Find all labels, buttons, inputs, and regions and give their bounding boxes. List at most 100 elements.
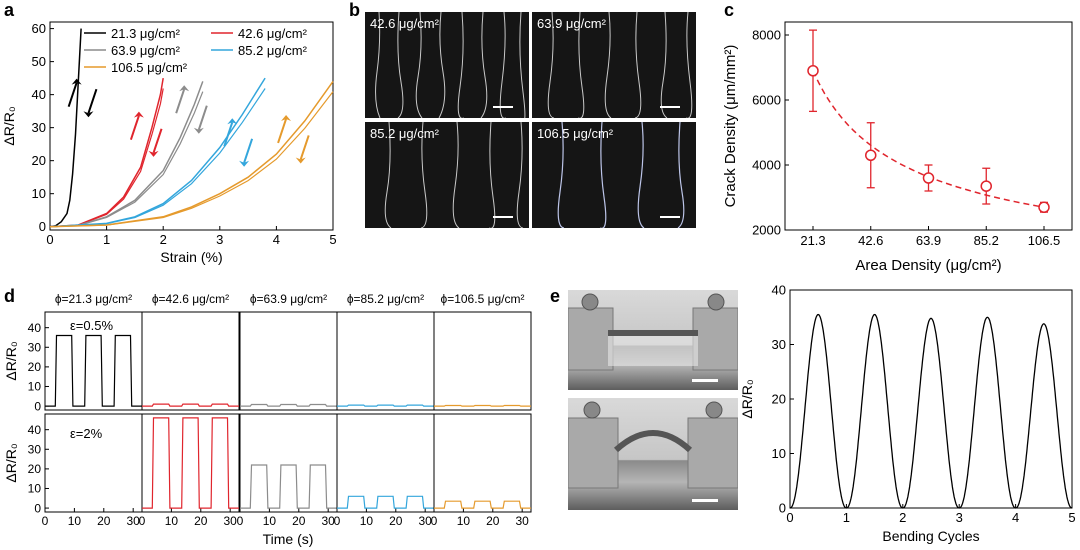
y-tick-label: 40 [28, 321, 42, 335]
direction-arrow-icon [243, 138, 254, 164]
data-point [980, 180, 992, 192]
y-tick-label: 10 [28, 482, 42, 496]
micrograph-85: 85.2 μg/cm² [365, 122, 529, 228]
panel-c-axes [784, 21, 1073, 231]
panel-d-axes [239, 413, 338, 513]
y-tick-label: 0 [779, 501, 786, 516]
x-tick-label: 10 [360, 514, 374, 528]
scale-bar [493, 106, 513, 108]
y-tick-label: 40 [28, 423, 42, 437]
series-line-0 [49, 28, 82, 228]
direction-arrow-icon [129, 115, 140, 140]
crack-lines-64 [547, 12, 693, 118]
arrow-head-icon [71, 78, 82, 85]
panel-d-column-title: ϕ=85.2 μg/cm² [347, 292, 424, 306]
panel-d-axes [433, 413, 532, 513]
x-tick-label: 10 [165, 514, 179, 528]
response-trace [434, 500, 531, 509]
data-point [807, 65, 819, 77]
response-trace [240, 464, 337, 509]
scale-bar [493, 216, 513, 218]
y-tick-label: 10 [772, 446, 786, 461]
panel-c-xlabel: Area Density (μg/cm²) [855, 257, 1001, 274]
y-tick-label: 30 [772, 337, 786, 352]
y-tick-label: 50 [32, 54, 46, 69]
panel-d-ylabel: ΔR/R₀ [3, 341, 19, 380]
response-trace [142, 403, 239, 407]
x-tick-label: 20 [486, 514, 500, 528]
panel-d-axes [141, 311, 240, 411]
x-tick-label: 42.6 [858, 233, 883, 248]
y-tick-label: 30 [32, 120, 46, 135]
x-tick-label: 30 [127, 514, 141, 528]
x-tick-label: 2 [899, 510, 906, 525]
x-tick-label: 85.2 [974, 233, 999, 248]
micrograph-label-106: 106.5 μg/cm² [537, 126, 614, 141]
y-tick-label: 40 [32, 87, 46, 102]
response-trace [142, 417, 239, 509]
x-tick-label: 30 [419, 514, 433, 528]
x-tick-label: 1 [103, 232, 110, 247]
crack-lines-85 [384, 122, 524, 228]
x-tick-label: 4 [1012, 510, 1019, 525]
x-tick-label: 5 [329, 232, 336, 247]
response-trace [434, 404, 531, 407]
response-trace [337, 495, 434, 509]
panel-d-axes [336, 311, 435, 411]
y-tick-label: 30 [28, 442, 42, 456]
x-tick-label: 20 [389, 514, 403, 528]
panel-e-plot: 0 1 2 3 4 5 0 10 20 30 40 Bending Cycles ΔR/R₀ [739, 283, 1076, 544]
y-tick-label: 20 [28, 360, 42, 374]
x-tick-label: 30 [516, 514, 530, 528]
scale-bar [660, 216, 680, 218]
strain-label-high: ε=2% [70, 426, 103, 441]
direction-arrow-icon [175, 88, 186, 114]
direction-arrow-icon [223, 121, 234, 147]
strain-label-low: ε=0.5% [70, 318, 113, 333]
series-line-3 [49, 77, 266, 228]
x-tick-label: 21.3 [800, 233, 825, 248]
x-tick-label: 3 [216, 232, 223, 247]
y-tick-label: 40 [772, 283, 786, 298]
response-trace [45, 334, 142, 407]
data-point [922, 172, 935, 184]
x-tick-label: 0 [42, 514, 49, 528]
x-tick-label: 10 [457, 514, 471, 528]
arrow-head-icon [227, 118, 238, 125]
data-point [865, 149, 877, 161]
bending-photo-flat [568, 290, 738, 390]
panel-label-b: b [349, 0, 360, 20]
legend-label-64: 63.9 μg/cm² [111, 43, 181, 58]
y-tick-label: 20 [772, 392, 786, 407]
direction-arrow-icon [299, 135, 310, 160]
y-tick-label: 2000 [752, 223, 781, 238]
bending-response-line [789, 313, 1073, 509]
panel-e-ylabel: ΔR/R₀ [739, 379, 755, 418]
y-tick-label: 0 [34, 501, 41, 515]
direction-arrow-icon [277, 118, 288, 144]
legend-label-106: 106.5 μg/cm² [111, 60, 188, 75]
x-tick-label: 63.9 [916, 233, 941, 248]
x-tick-label: 0 [46, 232, 53, 247]
arrow-head-icon [239, 160, 250, 167]
x-tick-label: 4 [273, 232, 280, 247]
y-tick-label: 60 [32, 21, 46, 36]
response-trace [240, 403, 337, 407]
panel-label-a: a [4, 0, 15, 20]
arrow-head-icon [179, 85, 190, 92]
direction-arrow-icon [67, 82, 78, 107]
panel-e-axes [789, 289, 1073, 509]
y-tick-label: 20 [28, 462, 42, 476]
y-tick-label: 4000 [752, 158, 781, 173]
micrograph-label-64: 63.9 μg/cm² [537, 16, 606, 31]
x-tick-label: 30 [322, 514, 336, 528]
direction-arrow-icon [152, 128, 163, 154]
x-tick-label: 1 [843, 510, 850, 525]
series-line-4-release [49, 91, 334, 228]
crack-lines-42 [375, 12, 526, 118]
x-tick-label: 10 [263, 514, 277, 528]
x-tick-label: 30 [224, 514, 238, 528]
x-tick-label: 20 [97, 514, 111, 528]
